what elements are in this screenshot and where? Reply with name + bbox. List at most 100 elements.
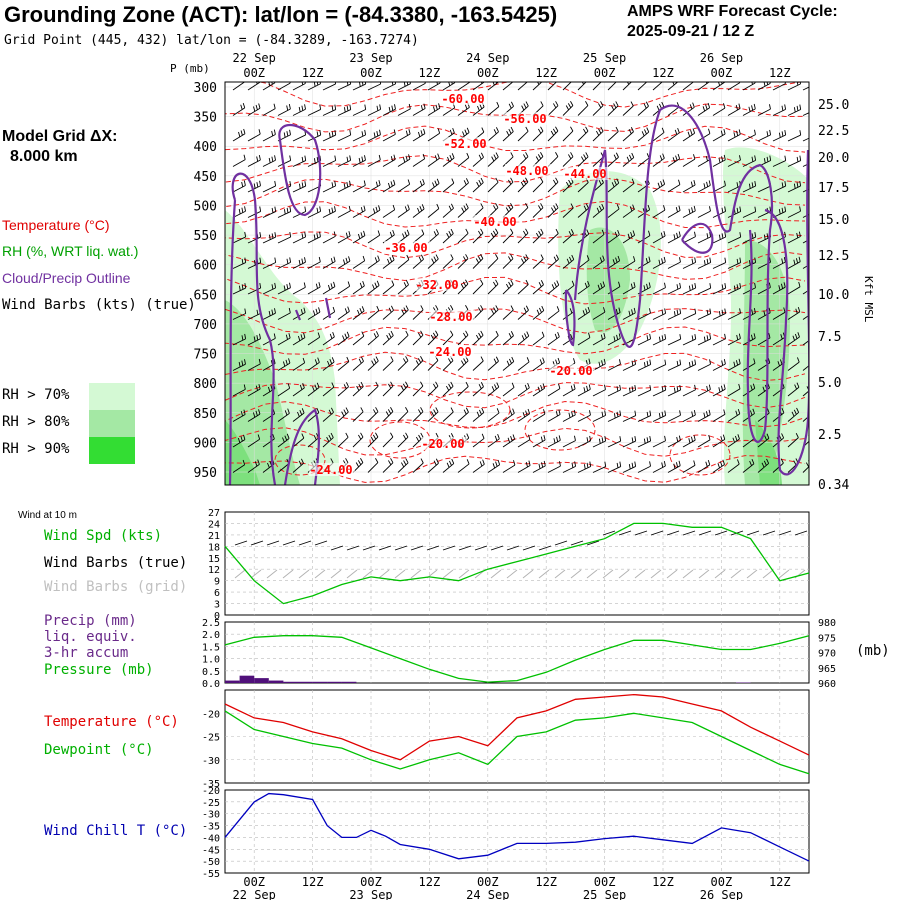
wind-barb-flag bbox=[781, 258, 784, 264]
wind-barb-flag bbox=[346, 156, 349, 162]
wind-barb-flag bbox=[588, 332, 591, 338]
wind-barb bbox=[262, 159, 276, 167]
wind-barb-flag bbox=[462, 281, 467, 287]
wind-barb bbox=[637, 312, 651, 320]
wind-barb-flag bbox=[404, 206, 408, 212]
precip-bar bbox=[312, 681, 328, 683]
wind-barb-flag bbox=[525, 305, 529, 311]
wind-barb-flag bbox=[781, 131, 784, 137]
wind-barb-flag bbox=[768, 307, 771, 313]
wind-barb bbox=[337, 134, 351, 142]
wind-barb-flag bbox=[405, 155, 408, 161]
wind-barb-flag bbox=[511, 382, 515, 388]
wind-barb bbox=[637, 465, 651, 473]
wind-barb bbox=[502, 412, 515, 422]
wind-barb-flag bbox=[632, 204, 635, 210]
wind-barb-flag bbox=[783, 257, 786, 263]
wind-barb-flag bbox=[525, 410, 528, 416]
wind-barb-flag bbox=[379, 104, 382, 110]
wind-barb bbox=[772, 311, 786, 320]
contour-label-bg bbox=[429, 310, 475, 323]
wind-barb bbox=[652, 261, 666, 269]
wind-barb-flag bbox=[586, 385, 589, 391]
wind-barb-flag bbox=[540, 436, 543, 442]
wind-barb bbox=[367, 259, 380, 269]
temperature-contour bbox=[225, 427, 806, 457]
wind-barb-flag bbox=[390, 305, 394, 311]
wind-barb-flag bbox=[240, 411, 243, 417]
wind-barb-grid bbox=[730, 569, 742, 579]
wind-barb-flag bbox=[791, 411, 795, 417]
wind-barb-flag bbox=[691, 258, 694, 264]
wind-barb-flag bbox=[762, 386, 765, 392]
wind-barb-flag bbox=[589, 410, 591, 416]
wind-barb-flag bbox=[643, 438, 646, 444]
wind-barb-flag bbox=[643, 362, 646, 368]
temperature-contour-label: -56.00 bbox=[503, 112, 546, 126]
wind-barb-flag bbox=[619, 359, 621, 365]
wind-barb-flag bbox=[571, 254, 575, 260]
wind-barb-flag bbox=[738, 129, 741, 135]
wind-barb-flag bbox=[555, 152, 559, 157]
top-date-label: 26 Sep bbox=[700, 51, 743, 65]
wind-barb bbox=[517, 413, 530, 422]
bottom-time-label: 00Z bbox=[711, 875, 733, 889]
wind-barb-flag bbox=[720, 385, 724, 391]
wind-barb-flag bbox=[521, 105, 525, 111]
wind-barb bbox=[247, 159, 261, 167]
wind-barb-flag bbox=[570, 203, 574, 209]
wind-barb-flag bbox=[465, 407, 469, 413]
cloud-outline-path bbox=[278, 124, 322, 217]
contour-label-bg bbox=[309, 463, 355, 476]
wind-barb-flag bbox=[769, 155, 772, 161]
wind-barb-flag bbox=[673, 311, 676, 317]
panel-ytick-label: -25 bbox=[202, 798, 220, 809]
top-time-label: 12Z bbox=[302, 66, 324, 80]
wind-barb-flag bbox=[679, 384, 682, 391]
wind-barb-flag bbox=[376, 280, 380, 286]
wind-barb-flag bbox=[582, 310, 586, 316]
wind-barb bbox=[697, 236, 711, 244]
wind-barb-flag bbox=[566, 258, 570, 264]
pressure-tick-label: 700 bbox=[194, 318, 217, 333]
wind-barb-flag bbox=[784, 104, 787, 110]
wind-barb-flag bbox=[796, 357, 800, 363]
panel-ytick-label: -35 bbox=[202, 779, 220, 790]
wind-barb bbox=[442, 360, 454, 371]
wind-barb-flag bbox=[510, 101, 514, 107]
wind-barb-flag bbox=[629, 206, 633, 212]
wind-barb bbox=[682, 364, 696, 371]
wind-barb bbox=[682, 132, 695, 142]
wind-barb bbox=[577, 388, 591, 397]
wind-barb-flag bbox=[463, 205, 467, 211]
wind-barb bbox=[787, 83, 801, 91]
wind-barb bbox=[457, 207, 469, 218]
wind-barb bbox=[742, 108, 756, 116]
wind-barb-flag bbox=[274, 206, 277, 212]
wind-barb-flag bbox=[271, 130, 274, 136]
wind-barb-flag bbox=[827, 306, 829, 311]
wind-barb-flag bbox=[376, 305, 380, 311]
wind-barb-flag bbox=[792, 335, 795, 341]
wind-barb-flag bbox=[737, 409, 741, 415]
wind-barb-flag bbox=[618, 281, 621, 287]
wind-barb bbox=[712, 133, 726, 142]
wind-barb bbox=[802, 163, 809, 167]
wind-barb-flag bbox=[285, 359, 288, 365]
wind-barb-flag bbox=[287, 383, 291, 389]
temperature-contour-label: -52.00 bbox=[443, 137, 486, 151]
wind-barb-flag bbox=[364, 104, 367, 110]
wind-barb bbox=[787, 185, 801, 193]
wind-barb-flag bbox=[778, 285, 781, 291]
wind-barb-flag bbox=[405, 407, 409, 412]
wind-barb bbox=[487, 438, 500, 448]
wind-barb-flag bbox=[358, 157, 361, 163]
wind-barb-flag bbox=[646, 127, 650, 133]
wind-barb-flag bbox=[586, 229, 590, 235]
wind-barb-flag bbox=[630, 283, 633, 289]
wind-barb bbox=[502, 156, 514, 167]
wind-barb-grid bbox=[378, 569, 390, 579]
wind-barb-flag bbox=[601, 411, 604, 417]
wind-barb-flag bbox=[736, 284, 739, 290]
